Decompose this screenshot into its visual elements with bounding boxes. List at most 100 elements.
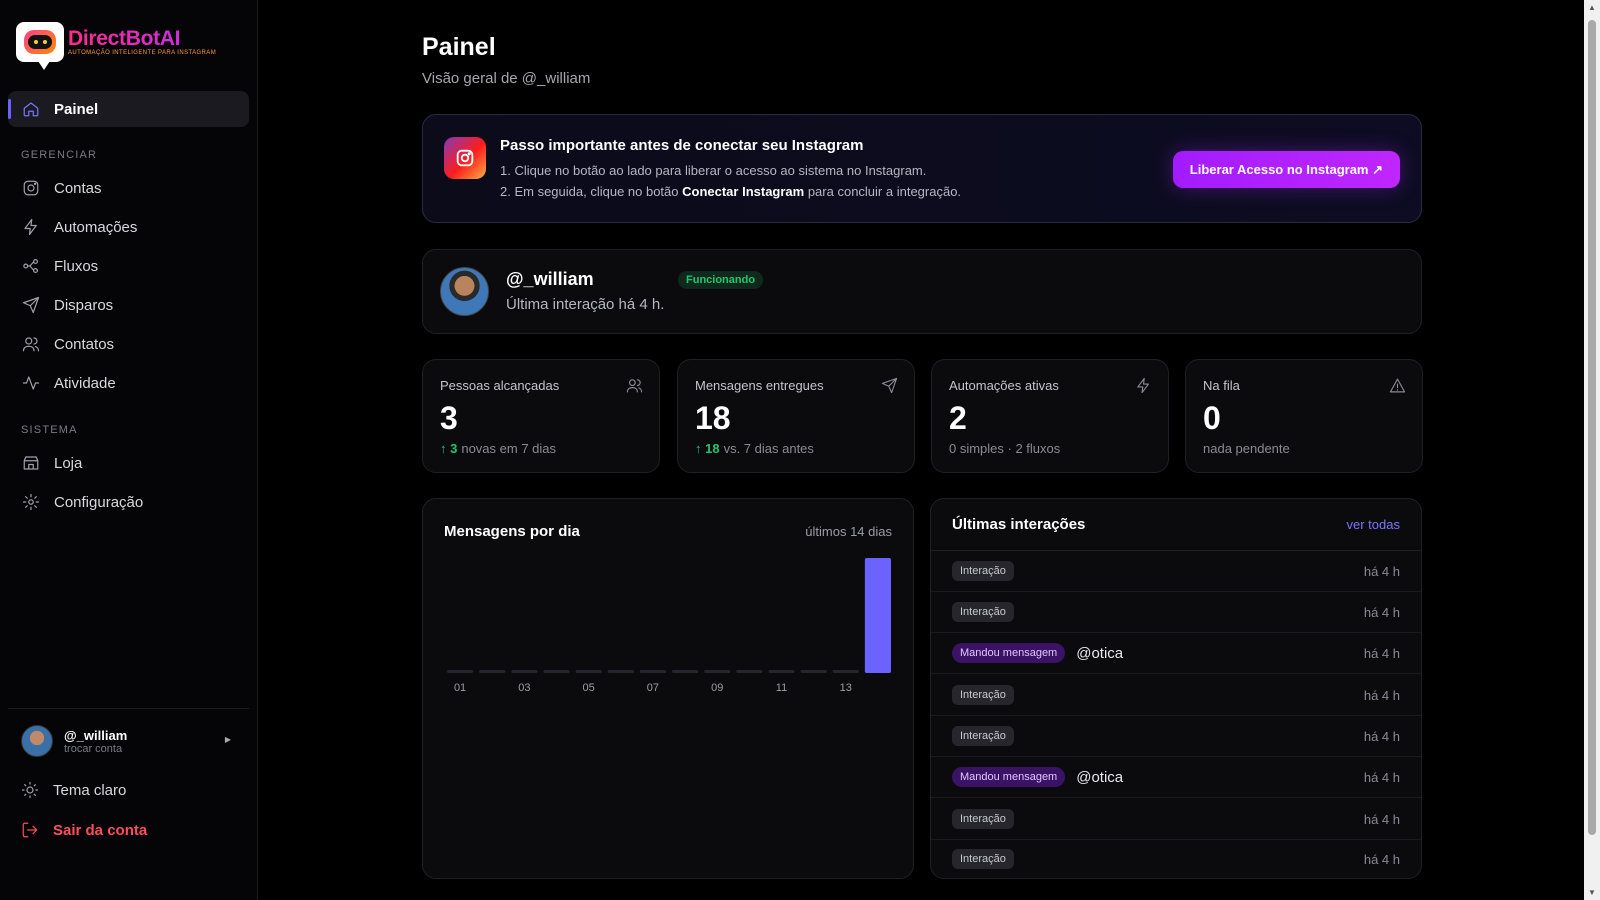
nav-item-atividade[interactable]: Atividade: [8, 365, 249, 401]
bar-baseline-03: [511, 670, 538, 673]
x-tick-label: 03: [518, 682, 530, 694]
chart-range: últimos 14 dias: [805, 524, 892, 539]
nav-item-contatos[interactable]: Contatos: [8, 326, 249, 362]
notice-step-1: 1. Clique no botão ao lado para liberar …: [500, 163, 927, 178]
list-item[interactable]: Mandou mensagem @otica há 4 h: [931, 757, 1421, 798]
contact-handle[interactable]: @otica: [1076, 768, 1124, 786]
section-label-manage: GERENCIAR: [21, 149, 98, 161]
interaction-time: há 4 h: [1363, 728, 1400, 744]
nav-item-disparos[interactable]: Disparos: [8, 287, 249, 323]
scroll-up-icon[interactable]: ▲: [1588, 3, 1596, 12]
bar-baseline-06: [607, 670, 634, 673]
list-item[interactable]: Interação há 4 h: [931, 675, 1421, 716]
interaction-type-badge: Interação: [952, 849, 1014, 869]
recent-interactions-card: Últimas interações ver todas Interação há…: [930, 498, 1422, 879]
stat-label: Mensagens entregues: [695, 378, 824, 393]
x-tick-label: 11: [776, 682, 787, 694]
interaction-type-badge: Interação: [952, 561, 1014, 581]
nav-item-painel[interactable]: Painel: [8, 91, 249, 127]
avatar: [440, 267, 489, 316]
bar-baseline-05: [575, 670, 602, 673]
notice-title: Passo importante antes de conectar seu I…: [500, 137, 864, 154]
logout-button[interactable]: Sair da conta: [21, 821, 147, 839]
brand-logo[interactable]: DirectBotAI AUTOMAÇÃO INTELIGENTE PARA I…: [16, 22, 216, 70]
stat-value: 3: [440, 400, 458, 436]
theme-toggle-button[interactable]: Tema claro: [21, 781, 126, 799]
stat-label: Automações ativas: [949, 378, 1059, 393]
stat-delta: ↑ 18: [695, 441, 720, 456]
stat-foot-text: vs. 7 dias antes: [723, 441, 814, 456]
chart-title: Mensagens por dia: [444, 523, 580, 540]
x-tick-label: 09: [711, 682, 723, 694]
instagram-icon: [444, 137, 486, 179]
list-item[interactable]: Mandou mensagem @otica há 4 h: [931, 633, 1421, 674]
bar-baseline-02: [479, 670, 506, 673]
x-tick-label: 05: [583, 682, 595, 694]
bar-baseline-10: [736, 670, 763, 673]
stat-card-queue: Na fila 0 nada pendente: [1185, 359, 1423, 473]
bar-14[interactable]: [864, 558, 891, 673]
logout-icon: [22, 822, 38, 838]
view-all-link[interactable]: ver todas: [1346, 517, 1400, 532]
list-item[interactable]: Interação há 4 h: [931, 839, 1421, 878]
scroll-down-icon[interactable]: ▼: [1588, 888, 1596, 897]
list-item[interactable]: Interação há 4 h: [931, 551, 1421, 592]
bar-baseline-13: [832, 670, 859, 673]
scrollbar-thumb[interactable]: [1588, 20, 1596, 835]
contact-handle[interactable]: @otica: [1076, 644, 1124, 662]
sun-icon: [21, 781, 39, 799]
sidebar-divider: [8, 708, 249, 709]
list-item[interactable]: Interação há 4 h: [931, 592, 1421, 633]
nav-item-contas[interactable]: Contas: [8, 170, 249, 206]
home-icon: [23, 102, 39, 117]
stat-value: 18: [695, 400, 731, 436]
divider: [931, 550, 1421, 551]
stat-card-delivered: Mensagens entregues 18 ↑ 18 vs. 7 dias an…: [677, 359, 915, 473]
stat-card-automations: Automações ativas 2 0 simples · 2 fluxos: [931, 359, 1169, 473]
scrollbar[interactable]: ▲ ▼: [1584, 0, 1600, 900]
send-icon: [22, 296, 40, 314]
nav-item-automacoes[interactable]: Automações: [8, 209, 249, 245]
flow-icon: [23, 259, 38, 273]
x-tick-label: 07: [647, 682, 659, 694]
avatar: [21, 725, 53, 757]
interaction-time: há 4 h: [1363, 811, 1400, 827]
brand-name: DirectBotAI: [68, 28, 216, 50]
stat-label: Pessoas alcançadas: [440, 378, 560, 393]
interaction-time: há 4 h: [1363, 645, 1400, 661]
messages-per-day-chart: Mensagens por dia últimos 14 dias 01 03 05…: [422, 498, 914, 879]
nav-item-label: Loja: [54, 454, 83, 472]
instagram-icon: [23, 180, 39, 196]
account-switcher[interactable]: @_william trocar conta ▶: [21, 724, 241, 758]
list-item[interactable]: Interação há 4 h: [931, 799, 1421, 840]
section-label-system: SISTEMA: [21, 424, 78, 436]
bot-logo-icon: [16, 22, 64, 70]
list-item[interactable]: Interação há 4 h: [931, 716, 1421, 757]
theme-label: Tema claro: [53, 781, 127, 799]
bar-baseline-08: [672, 670, 699, 673]
users-icon: [22, 337, 40, 352]
stat-footnote: ↑ 18 vs. 7 dias antes: [695, 441, 814, 456]
interaction-type-badge: Interação: [952, 685, 1014, 705]
stat-footnote: ↑ 3 novas em 7 dias: [440, 441, 556, 456]
activity-icon: [22, 376, 40, 390]
nav-item-loja[interactable]: Loja: [8, 445, 249, 481]
interaction-time: há 4 h: [1363, 604, 1400, 620]
release-instagram-access-button[interactable]: Liberar Acesso no Instagram ↗: [1172, 151, 1400, 188]
stat-footnote: nada pendente: [1203, 441, 1290, 456]
nav-item-fluxos[interactable]: Fluxos: [8, 248, 249, 284]
interaction-time: há 4 h: [1363, 563, 1400, 579]
bar-baseline-11: [768, 670, 795, 673]
stat-foot-text: nada pendente: [1203, 441, 1290, 456]
notice-step-2-emphasis: Conectar Instagram: [682, 184, 805, 199]
notice-step-2-text: 2. Em seguida, clique no botão: [500, 184, 683, 199]
interaction-type-badge: Interação: [952, 602, 1014, 622]
nav-item-label: Fluxos: [54, 257, 99, 275]
bar-baseline-12: [800, 670, 827, 673]
interaction-time: há 4 h: [1363, 851, 1400, 867]
nav-item-configuracao[interactable]: Configuração: [8, 484, 249, 520]
interaction-type-badge: Interação: [952, 809, 1014, 829]
sidebar: DirectBotAI AUTOMAÇÃO INTELIGENTE PARA I…: [0, 0, 258, 900]
stat-footnote: 0 simples · 2 fluxos: [949, 441, 1060, 456]
bar-baseline-04: [543, 670, 570, 673]
